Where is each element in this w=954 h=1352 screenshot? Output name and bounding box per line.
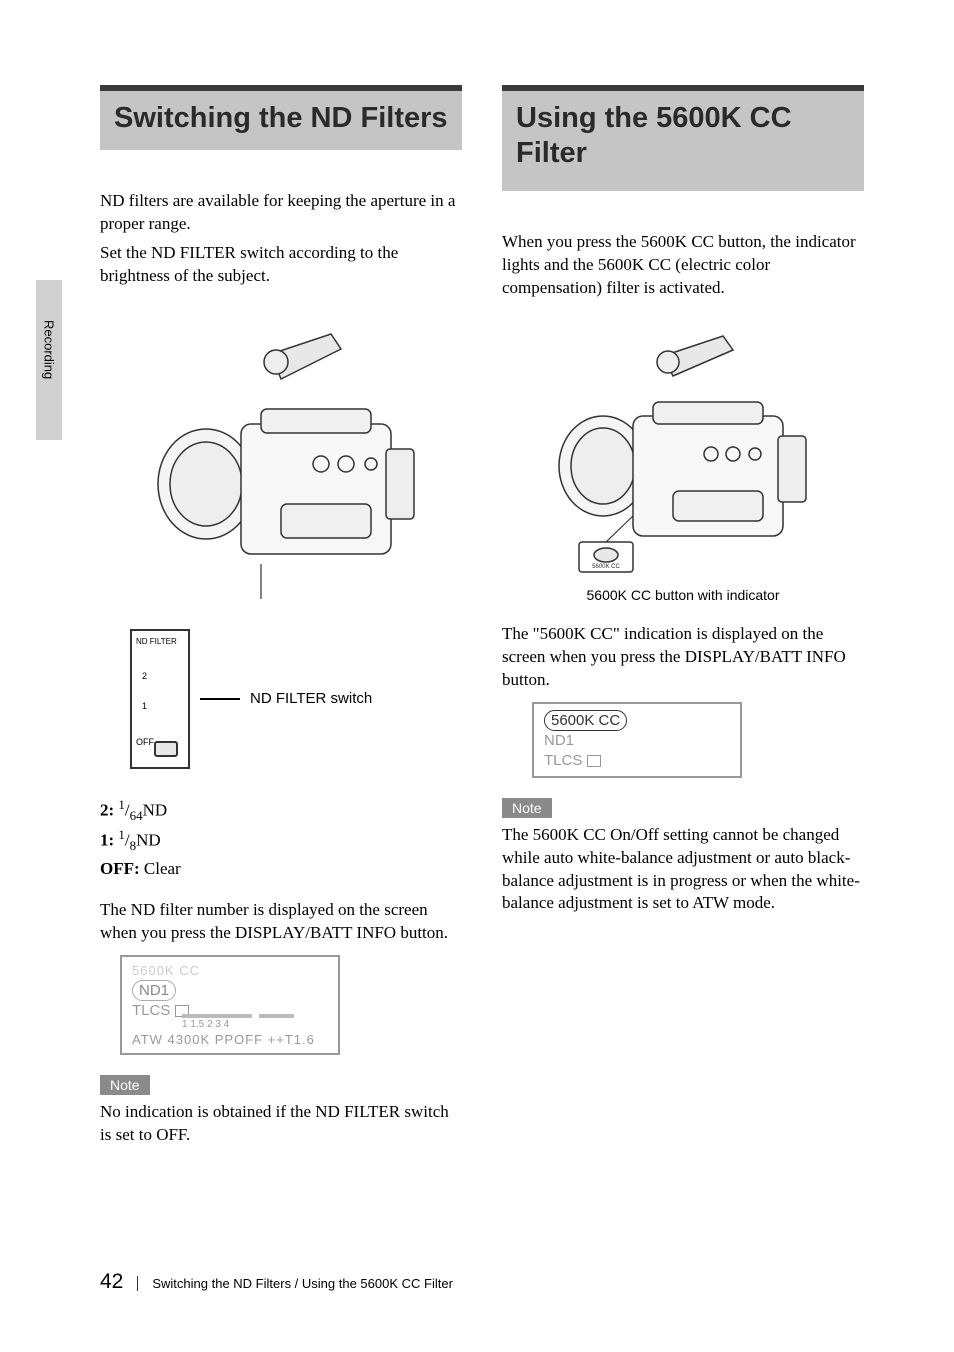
screen-nd1-right: ND1	[544, 731, 730, 751]
nd-wheel-icon	[154, 741, 178, 757]
s2-label: 2:	[100, 800, 114, 819]
side-tab: Recording	[36, 280, 62, 440]
callout-line	[200, 698, 240, 700]
footer: 42 Switching the ND Filters / Using the …	[100, 1270, 453, 1294]
note-label-left: Note	[100, 1075, 150, 1095]
right-column: Using the 5600K CC Filter When you press…	[502, 85, 864, 1153]
note-text-left: No indication is obtained if the ND FILT…	[100, 1101, 462, 1147]
s2-den: 64	[130, 808, 143, 823]
meter-nums: 1 1.5 2 3 4	[182, 1018, 328, 1031]
right-section-header: Using the 5600K CC Filter	[502, 85, 864, 191]
nd-switch-caption: ND FILTER switch	[250, 690, 372, 707]
svg-text:5600K CC: 5600K CC	[592, 564, 620, 570]
off-value: Clear	[144, 859, 181, 878]
camera-diagram-left	[100, 304, 462, 609]
setting-1: 1: 1/8ND	[100, 825, 462, 856]
s2-suffix: ND	[143, 800, 168, 819]
note-label-right: Note	[502, 798, 552, 818]
right-title: Using the 5600K CC Filter	[516, 101, 850, 171]
left-intro-1: ND filters are available for keeping the…	[100, 190, 462, 236]
setting-off: OFF: Clear	[100, 856, 462, 882]
s1-suffix: ND	[136, 831, 161, 850]
screen-bottom-row: ATW 4300K PPOFF ++T1.6	[132, 1032, 328, 1049]
screen-tlcs: TLCS	[132, 1002, 170, 1019]
left-intro-2: Set the ND FILTER switch according to th…	[100, 242, 462, 288]
screen-5600k-circled: 5600K CC	[544, 710, 627, 732]
screen-faded-top: 5600K CC	[132, 963, 328, 980]
page-number: 42	[100, 1270, 123, 1294]
nd-filter-detail: ND FILTER 2 1 OFF ND FILTER switch	[130, 629, 462, 769]
screen-tlcs-right: TLCS	[544, 752, 582, 769]
camera-illustration-right: 5600K CC	[533, 316, 833, 576]
right-diagram-caption: 5600K CC button with indicator	[502, 587, 864, 603]
setting-2: 2: 1/64ND	[100, 795, 462, 826]
nd-pos-2: 2	[142, 671, 147, 681]
left-body-2: The ND filter number is displayed on the…	[100, 899, 462, 945]
s1-label: 1:	[100, 831, 114, 850]
s2-num: 1	[118, 797, 125, 812]
nd-pos-1: 1	[142, 701, 147, 711]
screen-nd1-circled: ND1	[132, 980, 176, 1002]
camera-diagram-right: 5600K CC 5600K CC button with indicator	[502, 316, 864, 603]
camera-illustration-left	[131, 304, 431, 604]
s1-num: 1	[118, 827, 125, 842]
nd-pos-off: OFF	[136, 737, 154, 747]
page-content: Switching the ND Filters ND filters are …	[0, 0, 954, 1213]
meter-row: 1 1.5 2 3 4	[182, 1014, 328, 1031]
right-intro: When you press the 5600K CC button, the …	[502, 231, 864, 300]
off-label: OFF:	[100, 859, 140, 878]
screen-display-right: 5600K CC ND1 TLCS	[532, 702, 742, 778]
note-text-right: The 5600K CC On/Off setting cannot be ch…	[502, 824, 864, 916]
left-section-header: Switching the ND Filters	[100, 85, 462, 150]
footer-text: Switching the ND Filters / Using the 560…	[137, 1276, 453, 1291]
nd-switch-box: ND FILTER 2 1 OFF	[130, 629, 190, 769]
left-column: Switching the ND Filters ND filters are …	[100, 85, 462, 1153]
side-tab-label: Recording	[42, 320, 57, 379]
right-body-2: The "5600K CC" indication is displayed o…	[502, 623, 864, 692]
screen-display-left: 5600K CC ND1 TLCS 1 1.5 2 3 4 ATW 4300K …	[120, 955, 340, 1055]
nd-filter-label: ND FILTER	[136, 637, 177, 646]
tlcs-icon-right	[587, 755, 601, 767]
left-title: Switching the ND Filters	[114, 101, 448, 136]
